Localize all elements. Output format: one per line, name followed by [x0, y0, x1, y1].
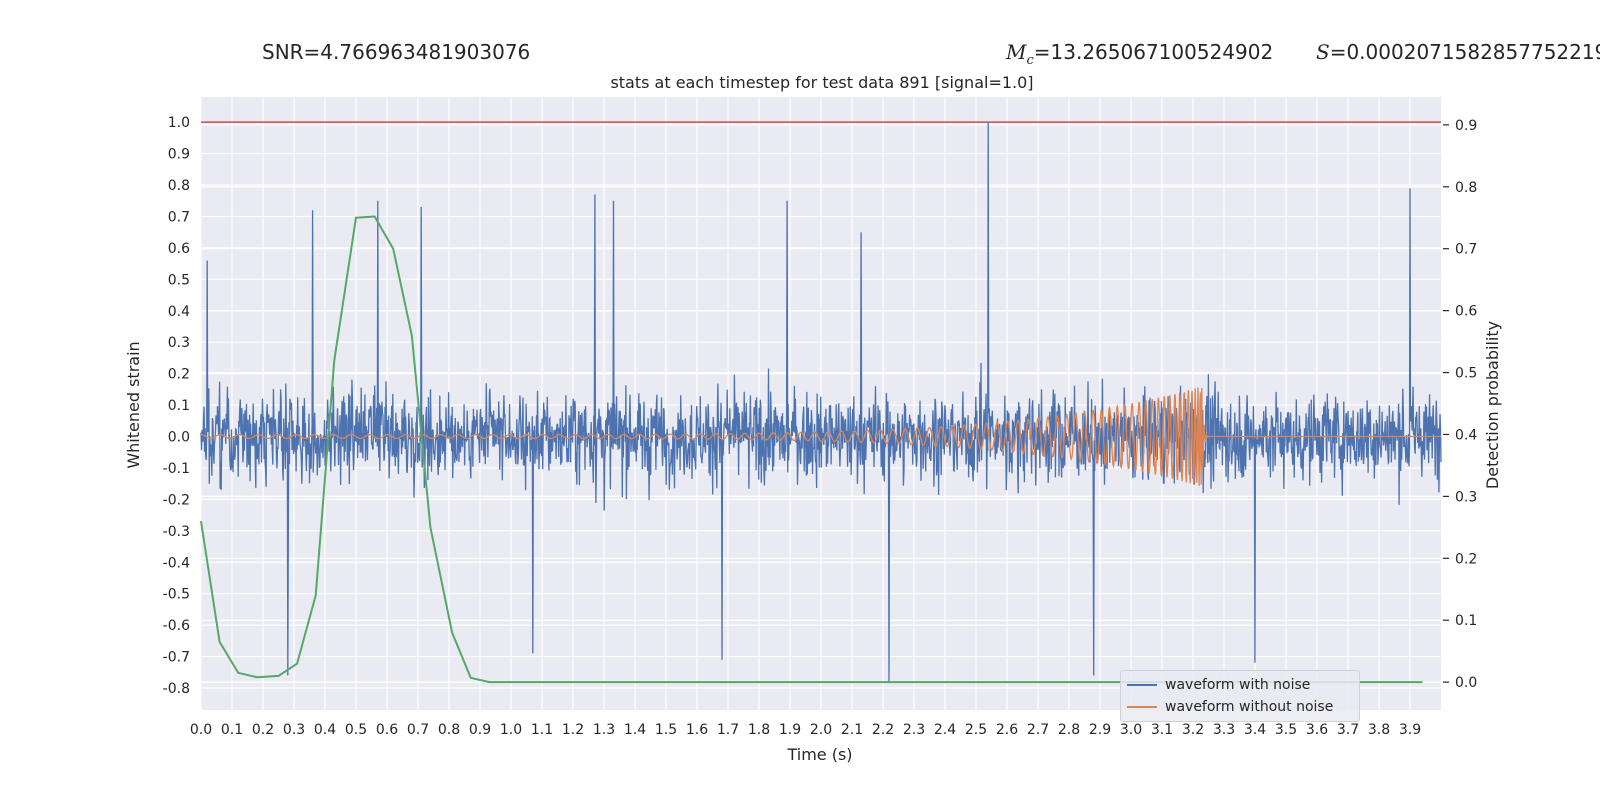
x-tick-label: 2.0 — [810, 722, 832, 738]
y2-axis-label: Detection probability — [1483, 321, 1502, 489]
x-tick-label: 1.0 — [500, 722, 522, 738]
x-tick-label: 3.4 — [1244, 722, 1266, 738]
x-tick-label: 1.5 — [655, 722, 677, 738]
y-tick-label: -0.7 — [163, 650, 190, 666]
x-tick-label: 3.8 — [1368, 722, 1390, 738]
y-tick-label: -0.6 — [163, 618, 190, 634]
y2-tick-label: 0.2 — [1455, 551, 1477, 567]
x-tick-label: 2.3 — [903, 722, 925, 738]
x-tick-label: 2.4 — [934, 722, 956, 738]
y-axis-label: Whitened strain — [124, 341, 143, 468]
probability-line — [200, 215, 1423, 684]
x-tick-label: 3.2 — [1182, 722, 1204, 738]
x-tick-label: 1.2 — [562, 722, 584, 738]
x-tick-label: 2.2 — [872, 722, 894, 738]
x-tick-label: 0.7 — [407, 722, 429, 738]
x-tick-label: 1.4 — [624, 722, 646, 738]
y2-tick-label: 0.5 — [1455, 366, 1477, 382]
x-tick-label: 2.8 — [1058, 722, 1080, 738]
noise-line — [200, 122, 1442, 682]
x-tick-label: 3.1 — [1151, 722, 1173, 738]
y2-tick-label: 0.6 — [1455, 304, 1477, 320]
x-tick-label: 0.6 — [376, 722, 398, 738]
x-tick-label: 2.9 — [1089, 722, 1111, 738]
y-tick-label: 0.2 — [168, 367, 190, 383]
x-tick-label: 2.7 — [1027, 722, 1049, 738]
x-tick-label: 0.2 — [252, 722, 274, 738]
y2-tick-label: 0.8 — [1455, 180, 1477, 196]
y-tick-label: 1.0 — [168, 115, 190, 131]
x-tick-label: 2.5 — [965, 722, 987, 738]
legend-swatch-noise — [1127, 684, 1157, 686]
chirp-mass-label: Mc=13.265067100524902 — [1006, 40, 1274, 68]
x-axis-ticks: 0.0 0.1 0.2 0.3 0.4 0.5 0.6 0.7 0.8 0.9 1.0 1.1 1.2 1… — [190, 722, 1421, 738]
legend-swatch-clean — [1127, 706, 1157, 708]
legend-item-noise: waveform with noise — [1121, 674, 1310, 696]
y-tick-label: -0.3 — [163, 524, 190, 540]
x-tick-label: 0.1 — [221, 722, 243, 738]
x-tick-label: 3.7 — [1337, 722, 1359, 738]
x-tick-label: 1.3 — [593, 722, 615, 738]
x-tick-label: 0.8 — [438, 722, 460, 738]
x-tick-label: 1.1 — [531, 722, 553, 738]
y-tick-label: 0.9 — [168, 147, 190, 163]
y-axis-ticks: -0.8 -0.7 -0.6 -0.5 -0.4 -0.3 -0.2 -0.1 0.0 0.1 0.… — [163, 115, 190, 697]
clean-line — [200, 387, 1441, 486]
x-tick-label: 0.4 — [314, 722, 336, 738]
y-tick-label: -0.1 — [163, 461, 190, 477]
y-tick-label: 0.3 — [168, 335, 190, 351]
y2-tick-label: 0.4 — [1455, 427, 1477, 443]
y-tick-label: 0.4 — [168, 304, 190, 320]
x-tick-label: 0.5 — [345, 722, 367, 738]
x-tick-label: 1.7 — [717, 722, 739, 738]
series-waveform-without-noise — [200, 387, 1441, 486]
x-tick-label: 0.0 — [190, 722, 212, 738]
x-tick-label: 2.1 — [841, 722, 863, 738]
x-tick-label: 1.8 — [748, 722, 770, 738]
x-tick-label: 3.5 — [1275, 722, 1297, 738]
series-waveform-with-noise — [200, 122, 1442, 682]
x-tick-label: 0.3 — [283, 722, 305, 738]
s-value-label: S=0.0002071582857752219 — [1316, 40, 1600, 64]
x-tick-label: 3.0 — [1120, 722, 1142, 738]
y2-tick-label: 0.9 — [1455, 118, 1477, 134]
y-tick-label: 0.8 — [168, 178, 190, 194]
y-tick-label: -0.8 — [163, 681, 190, 697]
y2-tick-label: 0.1 — [1455, 613, 1477, 629]
x-tick-label: 0.9 — [469, 722, 491, 738]
legend-item-clean: waveform without noise — [1121, 696, 1333, 718]
y-tick-label: 0.0 — [168, 430, 190, 446]
y2-tick-label: 0.0 — [1455, 675, 1477, 691]
x-tick-label: 3.9 — [1399, 722, 1421, 738]
y2-tick-label: 0.3 — [1455, 489, 1477, 505]
x-tick-label: 3.6 — [1306, 722, 1328, 738]
x-tick-label: 2.6 — [996, 722, 1018, 738]
legend: waveform with noise waveform without noi… — [1120, 670, 1360, 722]
series-detection-probability — [200, 215, 1423, 684]
y2-tick-label: 0.7 — [1455, 242, 1477, 258]
x-axis-label: Time (s) — [786, 745, 852, 764]
y-tick-label: 0.6 — [168, 241, 190, 257]
y-tick-label: 0.5 — [168, 272, 190, 288]
chart-title: stats at each timestep for test data 891… — [610, 73, 1033, 92]
legend-label-noise: waveform with noise — [1165, 677, 1311, 693]
y-tick-label: -0.5 — [163, 587, 190, 603]
x-tick-label: 3.3 — [1213, 722, 1235, 738]
y-tick-label: 0.1 — [168, 398, 190, 414]
y-tick-label: -0.4 — [163, 555, 190, 571]
y-tick-label: -0.2 — [163, 492, 190, 508]
snr-label: SNR=4.766963481903076 — [262, 40, 531, 64]
x-tick-label: 1.9 — [779, 722, 801, 738]
x-tick-label: 1.6 — [686, 722, 708, 738]
y2-axis-ticks: 0.0 0.1 0.2 0.3 0.4 0.5 0.6 0.7 0.8 0.9 — [1443, 118, 1477, 691]
y-tick-label: 0.7 — [168, 209, 190, 225]
legend-label-clean: waveform without noise — [1165, 699, 1334, 715]
